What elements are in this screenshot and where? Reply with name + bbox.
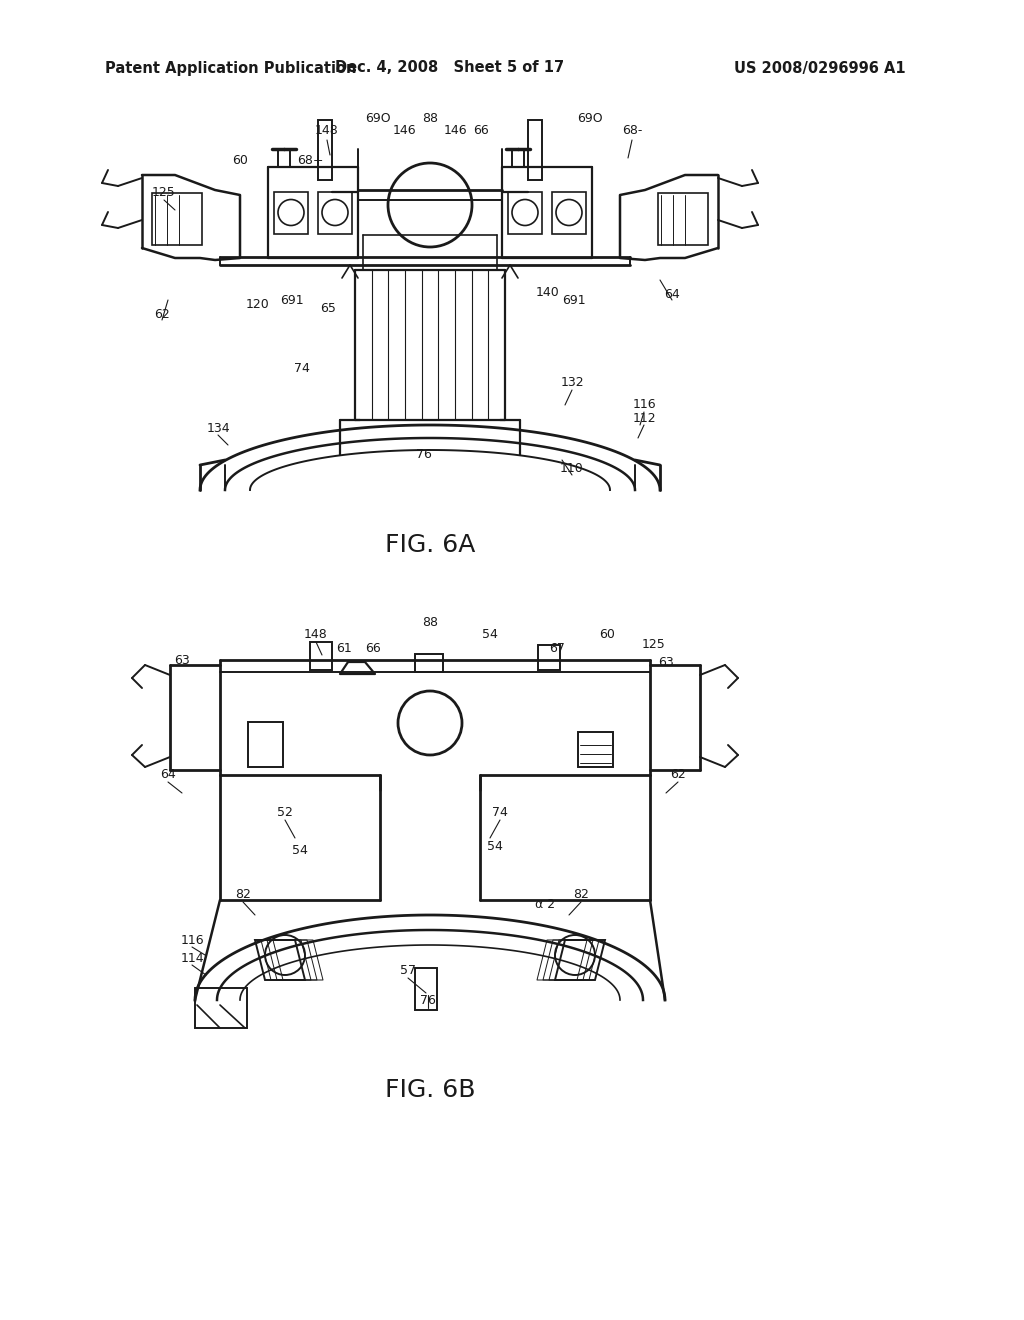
Text: 69O: 69O xyxy=(578,111,603,124)
Text: 54: 54 xyxy=(482,628,498,642)
Text: 76: 76 xyxy=(416,449,432,462)
Text: 66: 66 xyxy=(473,124,488,136)
Text: 120: 120 xyxy=(246,298,270,312)
Text: 82: 82 xyxy=(236,888,251,902)
Text: 74: 74 xyxy=(493,805,508,818)
Bar xyxy=(318,120,332,180)
Text: US 2008/0296996 A1: US 2008/0296996 A1 xyxy=(734,61,906,75)
Bar xyxy=(578,733,613,767)
Text: 54: 54 xyxy=(487,841,503,854)
Text: 76: 76 xyxy=(420,994,436,1006)
Text: Patent Application Publication: Patent Application Publication xyxy=(105,61,356,75)
Bar xyxy=(310,642,332,671)
Bar xyxy=(195,987,247,1028)
Text: 146: 146 xyxy=(392,124,416,136)
Text: 148: 148 xyxy=(304,628,328,642)
Text: 63: 63 xyxy=(174,653,189,667)
Text: 134: 134 xyxy=(206,421,229,434)
Text: FIG. 6B: FIG. 6B xyxy=(385,1078,475,1102)
Bar xyxy=(538,645,560,671)
Bar xyxy=(508,191,542,234)
Text: 66: 66 xyxy=(366,642,381,655)
Text: 60: 60 xyxy=(599,628,615,642)
Text: FIG. 6A: FIG. 6A xyxy=(385,533,475,557)
Text: 68-: 68- xyxy=(622,124,642,136)
Text: 63: 63 xyxy=(658,656,674,668)
Text: 67: 67 xyxy=(549,642,565,655)
Text: 65: 65 xyxy=(321,301,336,314)
Text: 64: 64 xyxy=(665,289,680,301)
Text: 68+: 68+ xyxy=(297,153,324,166)
Bar xyxy=(658,193,708,246)
Bar xyxy=(415,968,437,1010)
Text: 110: 110 xyxy=(560,462,584,474)
Bar xyxy=(274,191,308,234)
Text: 61: 61 xyxy=(336,642,352,655)
Text: 60: 60 xyxy=(232,153,248,166)
Bar xyxy=(528,120,542,180)
Text: 114: 114 xyxy=(180,952,204,965)
Bar xyxy=(552,191,586,234)
Text: 132: 132 xyxy=(560,375,584,388)
Bar xyxy=(415,653,443,672)
Text: 116: 116 xyxy=(180,933,204,946)
Text: 52: 52 xyxy=(278,805,293,818)
Text: 62: 62 xyxy=(155,309,170,322)
Text: 62: 62 xyxy=(670,768,686,781)
Text: 88: 88 xyxy=(422,111,438,124)
Text: α 2: α 2 xyxy=(535,899,555,912)
Text: 125: 125 xyxy=(642,639,666,652)
Text: 54: 54 xyxy=(292,843,308,857)
Text: 691: 691 xyxy=(281,293,304,306)
Text: 69O: 69O xyxy=(366,111,391,124)
Text: 148: 148 xyxy=(315,124,339,136)
Text: 74: 74 xyxy=(294,362,310,375)
Text: 64: 64 xyxy=(160,768,176,781)
Text: 146: 146 xyxy=(443,124,467,136)
Bar xyxy=(318,191,352,234)
Bar xyxy=(248,722,283,767)
Text: 140: 140 xyxy=(537,285,560,298)
Text: 82: 82 xyxy=(573,888,589,902)
Text: 125: 125 xyxy=(153,186,176,199)
Text: 57: 57 xyxy=(400,964,416,977)
Text: 88: 88 xyxy=(422,615,438,628)
Text: Dec. 4, 2008   Sheet 5 of 17: Dec. 4, 2008 Sheet 5 of 17 xyxy=(336,61,564,75)
Text: 116: 116 xyxy=(632,399,655,412)
Bar xyxy=(152,193,202,246)
Text: 112: 112 xyxy=(632,412,655,425)
Text: 691: 691 xyxy=(562,293,586,306)
